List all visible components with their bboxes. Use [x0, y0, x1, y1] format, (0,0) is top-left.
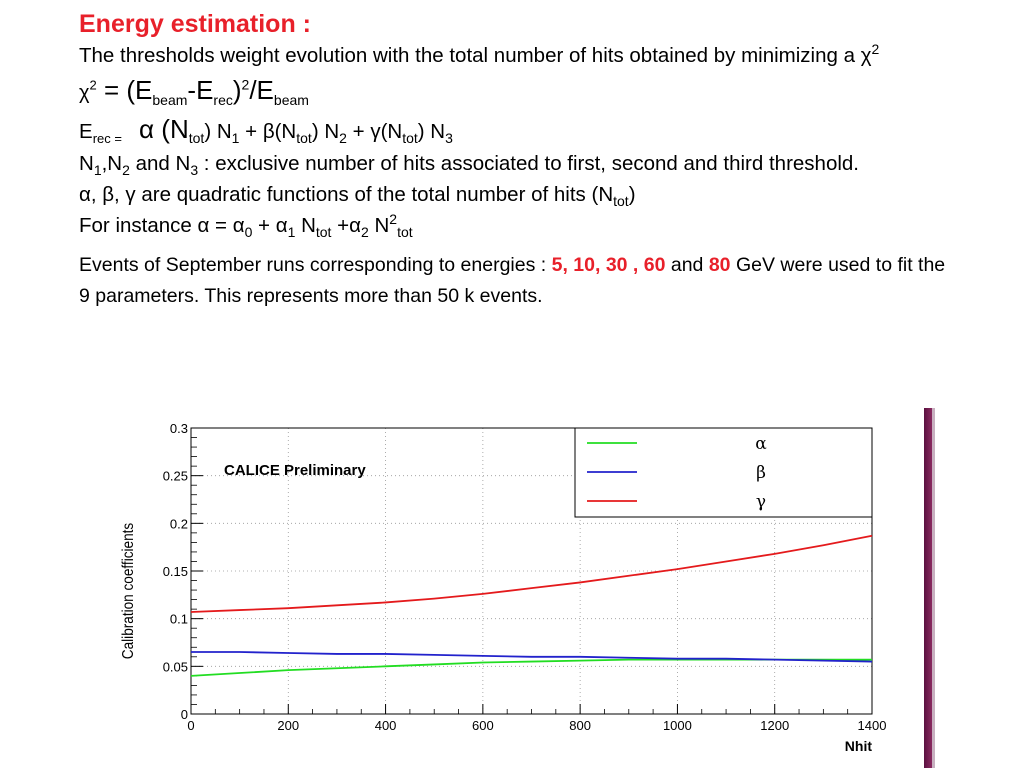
l5-b: ): [628, 183, 636, 206]
n2-sub: 2: [339, 130, 347, 147]
calibration-chart: 0 0.05 0.1 0.15 0.2 0.25 0.3 0 200 400 600 800 1000 1…: [120, 421, 887, 754]
y-tick-label-0: 0: [181, 707, 188, 722]
intro-sup: 2: [871, 40, 880, 57]
l4-a: N: [79, 152, 94, 176]
rec-sub: rec: [213, 92, 233, 109]
x-tick-label-0: 0: [187, 718, 194, 733]
intro-text: The thresholds weight evolution with the…: [79, 43, 872, 67]
series-line-2: [190, 534, 873, 613]
eq1-close: ): [232, 75, 242, 106]
l4-s1: 1: [93, 162, 102, 179]
y-tick-label-5: 0.25: [163, 469, 188, 484]
intro-line: The thresholds weight evolution with the…: [79, 41, 959, 72]
events-b: and: [665, 253, 709, 276]
n3-sub: 3: [445, 130, 453, 147]
edge-decoration-light: [932, 408, 935, 768]
l4-b: ,N: [101, 152, 123, 176]
eq2-p1: ) N: [204, 120, 232, 144]
l4-c: and N: [129, 152, 191, 176]
events-c: GeV were used to fit the 9 parameters. T…: [79, 253, 946, 307]
hits-definition: N1,N2 and N3 : exclusive number of hits …: [79, 149, 959, 180]
events-a: Events of September runs corresponding t…: [79, 253, 552, 276]
l6-e: N: [368, 213, 390, 237]
slide-title: Energy estimation :: [79, 10, 311, 38]
slide-text: Energy estimation : The thresholds weigh…: [79, 8, 959, 312]
l6-s2: 2: [360, 223, 369, 240]
eq2-p3: ) N: [311, 120, 340, 144]
l5-a: α, β, γ are quadratic functions of the t…: [79, 183, 614, 206]
eq1-start: = (E: [96, 75, 153, 106]
tot-sub-3: tot: [402, 130, 418, 147]
legend-label-2: γ: [756, 492, 766, 512]
tot-sub-2: tot: [296, 130, 312, 147]
chi-sup: 2: [89, 77, 97, 93]
x-tick-label-1: 200: [277, 718, 299, 733]
l6-t2: tot: [397, 223, 413, 240]
y-tick-label-2: 0.1: [170, 612, 188, 627]
x-axis-label: Nhit: [845, 738, 873, 754]
x-tick-label-2: 400: [375, 718, 397, 733]
l5-s: tot: [613, 193, 629, 210]
x-tick-label-3: 600: [472, 718, 494, 733]
chi-symbol: χ: [79, 82, 90, 105]
l6-b: + α: [252, 213, 288, 237]
l6-s0: 0: [244, 223, 253, 240]
x-tick-label-5: 1000: [663, 718, 692, 733]
chi2-equation: χ2 = (Ebeam-Erec)2/Ebeam: [79, 71, 959, 110]
x-tick-label-6: 1200: [760, 718, 789, 733]
sq-sup: 2: [241, 76, 250, 93]
erec-e: E: [79, 120, 93, 144]
l4-d: : exclusive number of hits associated to…: [198, 152, 860, 176]
l6-t1: tot: [315, 223, 332, 240]
eq2-p4: + γ(N: [346, 120, 403, 144]
y-tick-label-6: 0.3: [170, 421, 188, 436]
l6-a: For instance α = α: [79, 213, 245, 237]
l6-d: +α: [331, 213, 361, 237]
events-paragraph: Events of September runs corresponding t…: [79, 250, 959, 312]
eq2-p5: ) N: [417, 120, 446, 144]
l6-s1: 1: [287, 223, 296, 240]
beam-sub: beam: [152, 92, 188, 109]
series-line-0: [190, 658, 872, 677]
l4-s2: 2: [122, 162, 130, 179]
tot-sub-1: tot: [188, 130, 205, 147]
erec-equation: Erec = α (Ntot) N1 + β(Ntot) N2 + γ(Ntot…: [79, 110, 959, 149]
y-axis-label: Calibration coefficients: [120, 523, 137, 659]
eq1-minus: -E: [187, 75, 214, 106]
events-energies: 5, 10, 30 , 60: [551, 253, 666, 276]
x-tick-label-7: 1400: [858, 718, 887, 733]
y-tick-label-1: 0.05: [163, 659, 188, 674]
legend-label-0: α: [755, 434, 767, 454]
instance-line: For instance α = α0 + α1 Ntot +α2 N2tot: [79, 211, 959, 242]
l6-sq: 2: [389, 210, 398, 227]
beam-sub-2: beam: [273, 92, 309, 109]
n1-sub: 1: [231, 130, 240, 147]
rec-eq-sub: rec =: [92, 131, 122, 147]
series-line-1: [191, 651, 873, 663]
y-tick-label-4: 0.2: [170, 516, 188, 531]
y-tick-label-3: 0.15: [163, 564, 188, 579]
legend-label-1: β: [756, 463, 766, 483]
events-80: 80: [708, 253, 731, 276]
x-tick-label-4: 800: [569, 718, 591, 733]
l4-s3: 3: [190, 162, 199, 179]
calice-preliminary-label: CALICE Preliminary: [224, 462, 366, 479]
edge-decoration: [924, 408, 932, 768]
eq2-p2: + β(N: [239, 120, 297, 144]
l6-c: N: [295, 213, 316, 237]
quadratic-line: α, β, γ are quadratic functions of the t…: [79, 180, 959, 211]
eq1-slash: /E: [249, 75, 274, 106]
alpha-n: α (N: [139, 114, 189, 145]
